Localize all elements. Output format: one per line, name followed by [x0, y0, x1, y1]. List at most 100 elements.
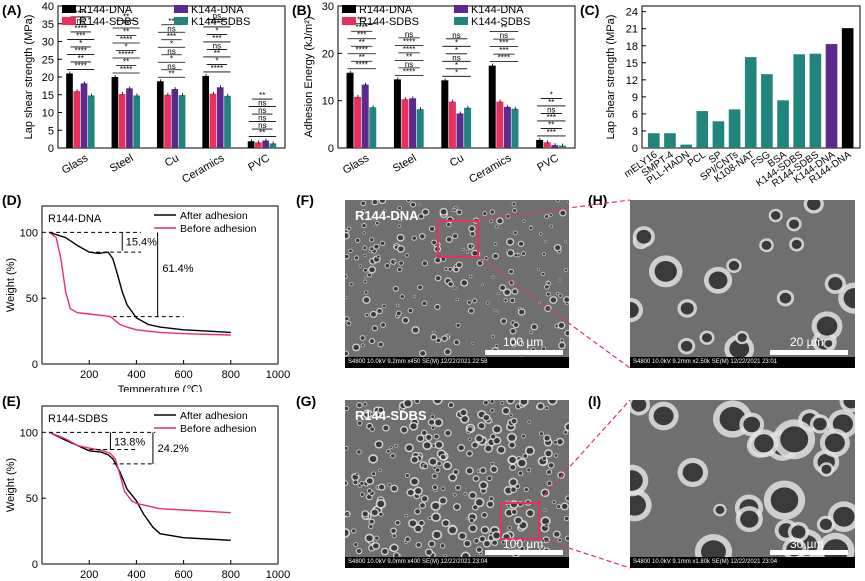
significance-label: **** — [211, 64, 223, 73]
pore — [351, 529, 356, 533]
pore — [510, 328, 516, 334]
pore — [545, 214, 549, 218]
y-tick-label: 50 — [26, 293, 38, 305]
sem-g-scalebar — [485, 550, 563, 555]
bar-R144-DNA — [111, 77, 119, 148]
y-axis-label: Adhesion Energy (kJ/m²) — [303, 16, 315, 137]
pore — [500, 285, 506, 290]
pore — [431, 426, 435, 430]
pore — [754, 434, 774, 453]
pore — [521, 252, 526, 256]
pore — [395, 520, 400, 525]
pore — [701, 540, 726, 557]
pore — [406, 444, 413, 451]
pore — [506, 509, 513, 516]
pore — [435, 304, 440, 309]
pore — [550, 225, 553, 228]
pore — [544, 435, 550, 441]
pore — [409, 520, 417, 527]
pore — [420, 234, 425, 239]
pore — [470, 231, 475, 236]
pore — [564, 297, 569, 303]
significance-label: ** — [259, 129, 265, 138]
significance-label: *** — [499, 46, 508, 55]
pore — [490, 400, 494, 404]
pore — [442, 336, 447, 341]
pore — [405, 514, 408, 517]
sem-image-g: R144-SDBS 100 µm S4800 10.0kV 9.0mm x400… — [345, 400, 569, 568]
significance-label: ns — [452, 31, 460, 40]
bar-R144-DNA — [346, 72, 354, 148]
pore — [411, 457, 418, 463]
y-tick-label: 6 — [632, 109, 638, 121]
y-tick-label: 21 — [626, 24, 638, 36]
pore — [370, 247, 374, 251]
pore — [472, 442, 478, 448]
pore — [503, 408, 509, 414]
pore — [469, 525, 476, 532]
y-tick-label: 9 — [632, 92, 638, 104]
pore — [378, 407, 383, 412]
pore — [372, 200, 378, 205]
pore — [489, 220, 493, 223]
pore — [469, 275, 472, 278]
bar-K144-DNA — [551, 145, 559, 148]
pore — [405, 473, 410, 478]
pore — [345, 274, 347, 279]
bar-R144-SDBS — [73, 91, 81, 148]
pore — [364, 254, 367, 257]
x-tick-label: Ceramics — [467, 152, 514, 186]
legend-label: K144-SDBS — [191, 16, 250, 28]
pore — [466, 250, 469, 253]
pore — [406, 200, 411, 202]
pore — [410, 423, 417, 430]
bar-PCL — [696, 111, 709, 148]
plot-frame — [41, 205, 279, 365]
pore — [350, 282, 353, 286]
pore — [454, 340, 459, 345]
pore — [461, 280, 467, 286]
pore — [345, 481, 348, 486]
pore — [509, 442, 515, 448]
legend-swatch — [342, 5, 356, 13]
pore — [434, 400, 442, 404]
pore — [412, 327, 419, 333]
pore — [779, 292, 792, 304]
pore — [394, 245, 398, 249]
bar-R144-SDBS — [164, 94, 171, 148]
pore — [493, 426, 501, 433]
y-tick-label: 50 — [26, 493, 38, 505]
pore — [347, 321, 351, 325]
pore — [445, 349, 451, 355]
pore — [554, 454, 558, 458]
pore — [520, 547, 524, 551]
significance-label: ** — [501, 24, 507, 33]
pore — [357, 403, 362, 408]
pore — [422, 209, 429, 215]
pore — [408, 308, 413, 313]
pore — [379, 484, 385, 490]
pore — [475, 499, 483, 506]
pore — [541, 272, 545, 276]
pore — [680, 340, 693, 352]
pore — [356, 549, 362, 554]
pore — [561, 503, 568, 509]
pore — [560, 339, 564, 342]
pore — [411, 478, 418, 485]
x-tick-label: 400 — [127, 569, 145, 581]
pore — [360, 493, 364, 497]
pore — [506, 249, 509, 252]
pore — [422, 261, 427, 266]
pore — [363, 297, 370, 303]
pore — [506, 214, 510, 218]
panel-label-i: (I) — [588, 393, 602, 409]
pore — [559, 343, 565, 348]
pore — [636, 229, 652, 244]
pore — [508, 526, 512, 529]
significance-label: *** — [76, 31, 85, 40]
pore — [518, 241, 524, 246]
pore — [429, 541, 435, 547]
legend-swatch — [454, 17, 468, 25]
pore — [361, 201, 366, 206]
